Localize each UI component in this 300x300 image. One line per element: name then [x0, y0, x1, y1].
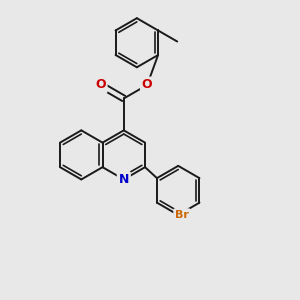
Text: O: O: [142, 79, 152, 92]
Text: O: O: [95, 79, 106, 92]
Text: N: N: [118, 173, 129, 186]
Text: Br: Br: [175, 210, 189, 220]
